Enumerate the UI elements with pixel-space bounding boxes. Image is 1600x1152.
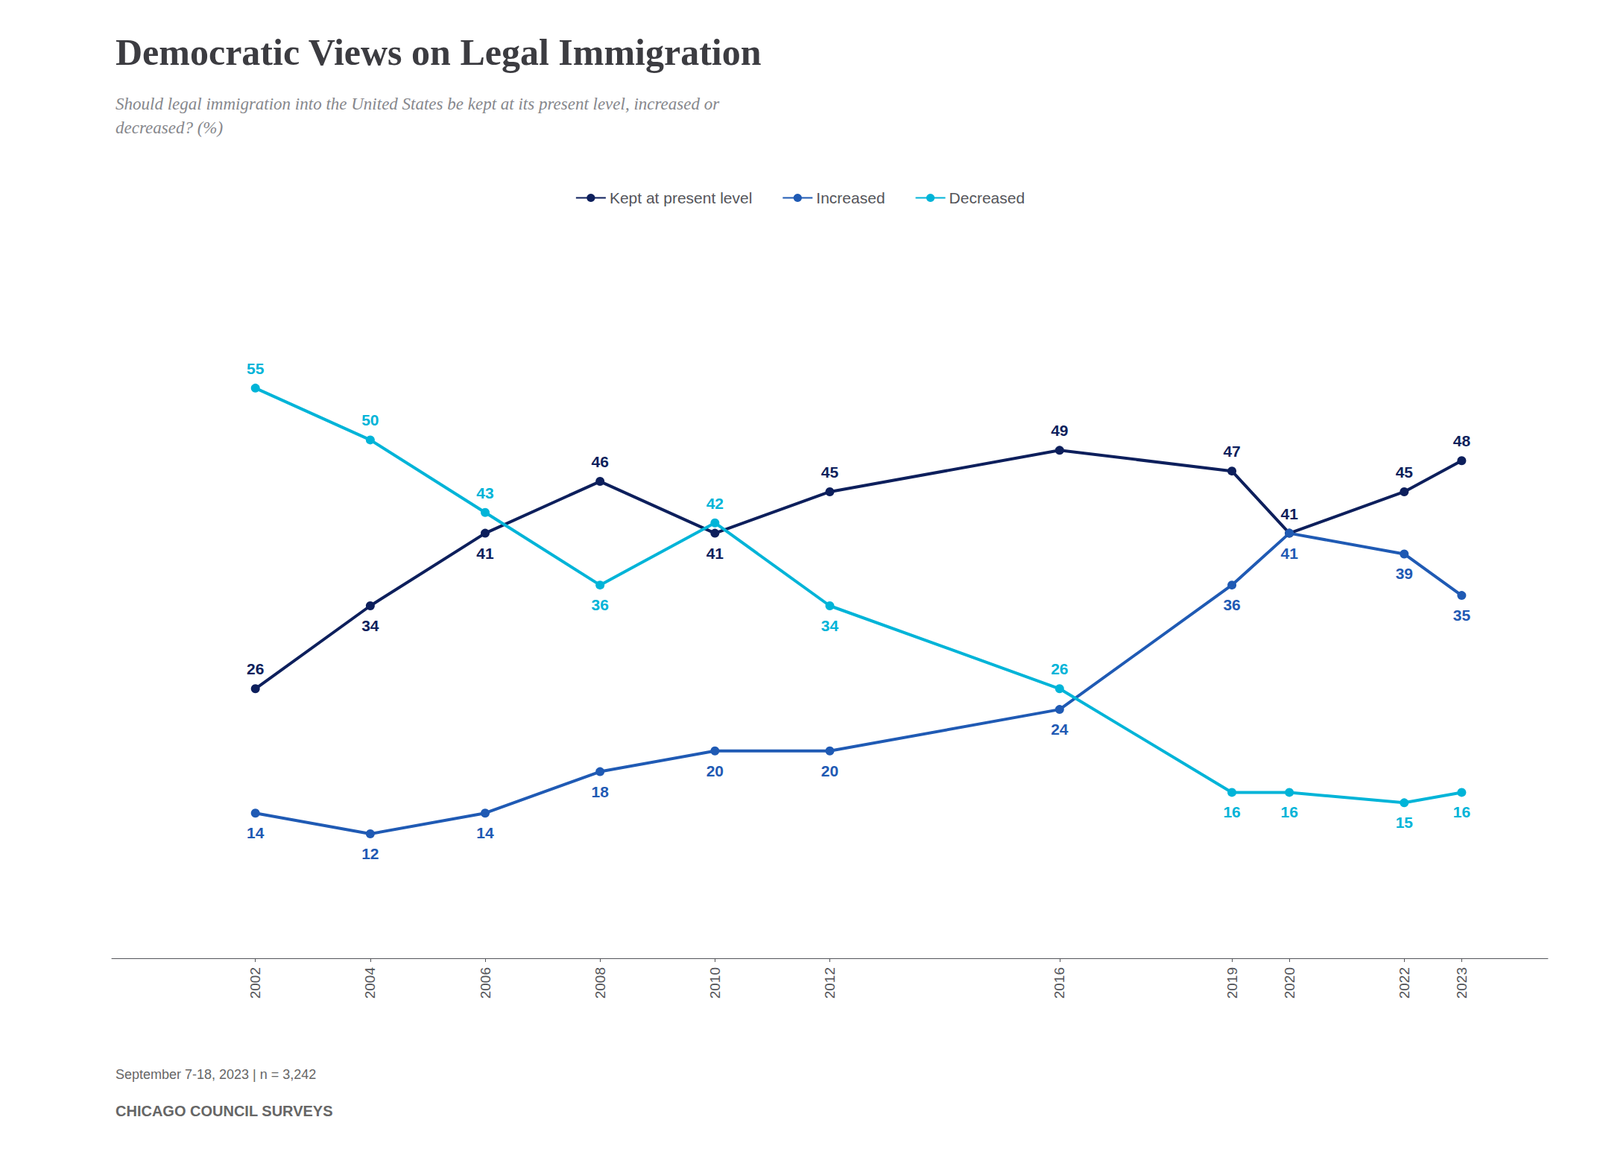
- svg-text:41: 41: [476, 544, 495, 562]
- svg-text:42: 42: [706, 494, 724, 512]
- svg-text:41: 41: [706, 544, 725, 562]
- svg-text:46: 46: [591, 453, 609, 471]
- svg-text:36: 36: [591, 596, 609, 614]
- svg-text:45: 45: [821, 463, 840, 481]
- svg-text:26: 26: [246, 660, 264, 678]
- svg-text:55: 55: [246, 359, 265, 378]
- svg-text:Increased: Increased: [816, 189, 885, 207]
- svg-text:34: 34: [361, 617, 380, 635]
- svg-text:2023: 2023: [1453, 967, 1470, 999]
- svg-text:35: 35: [1453, 606, 1472, 624]
- svg-text:CHICAGO COUNCIL SURVEYS: CHICAGO COUNCIL SURVEYS: [115, 1102, 334, 1120]
- svg-text:39: 39: [1395, 564, 1413, 583]
- svg-text:48: 48: [1453, 432, 1472, 450]
- svg-text:2004: 2004: [362, 967, 378, 1000]
- svg-text:47: 47: [1222, 442, 1241, 460]
- svg-text:41: 41: [1280, 544, 1299, 562]
- svg-text:2016: 2016: [1051, 967, 1068, 999]
- svg-text:34: 34: [821, 617, 840, 635]
- svg-text:15: 15: [1395, 813, 1414, 831]
- svg-text:14: 14: [246, 824, 265, 842]
- svg-text:Democratic Views on Legal Immi: Democratic Views on Legal Immigration: [115, 31, 762, 74]
- svg-text:2019: 2019: [1224, 967, 1241, 999]
- svg-text:18: 18: [591, 783, 610, 801]
- svg-text:26: 26: [1050, 660, 1068, 678]
- svg-text:43: 43: [476, 484, 494, 502]
- svg-text:20: 20: [706, 762, 724, 780]
- svg-text:24: 24: [1050, 720, 1069, 738]
- svg-text:September 7-18, 2023 | n = 3,2: September 7-18, 2023 | n = 3,242: [115, 1067, 316, 1083]
- svg-text:20: 20: [821, 762, 839, 780]
- svg-text:12: 12: [361, 845, 379, 863]
- svg-text:49: 49: [1050, 421, 1068, 439]
- svg-text:16: 16: [1222, 803, 1241, 821]
- svg-text:Kept at present level: Kept at present level: [609, 189, 752, 207]
- svg-text:36: 36: [1222, 596, 1241, 614]
- svg-text:Should legal immigration into: Should legal immigration into the United…: [115, 94, 720, 114]
- svg-text:16: 16: [1453, 803, 1471, 821]
- svg-text:2010: 2010: [707, 967, 723, 999]
- svg-text:14: 14: [476, 824, 495, 842]
- svg-text:decreased? (%): decreased? (%): [115, 118, 223, 138]
- svg-text:2020: 2020: [1281, 967, 1298, 999]
- svg-text:41: 41: [1280, 505, 1299, 523]
- svg-text:45: 45: [1395, 463, 1414, 481]
- svg-text:50: 50: [361, 411, 379, 429]
- svg-text:2002: 2002: [247, 967, 264, 999]
- svg-text:2022: 2022: [1396, 967, 1413, 999]
- svg-text:2008: 2008: [592, 967, 609, 999]
- svg-text:16: 16: [1280, 803, 1298, 821]
- svg-text:2006: 2006: [477, 967, 494, 999]
- svg-text:Decreased: Decreased: [949, 189, 1026, 207]
- svg-text:2012: 2012: [821, 967, 838, 999]
